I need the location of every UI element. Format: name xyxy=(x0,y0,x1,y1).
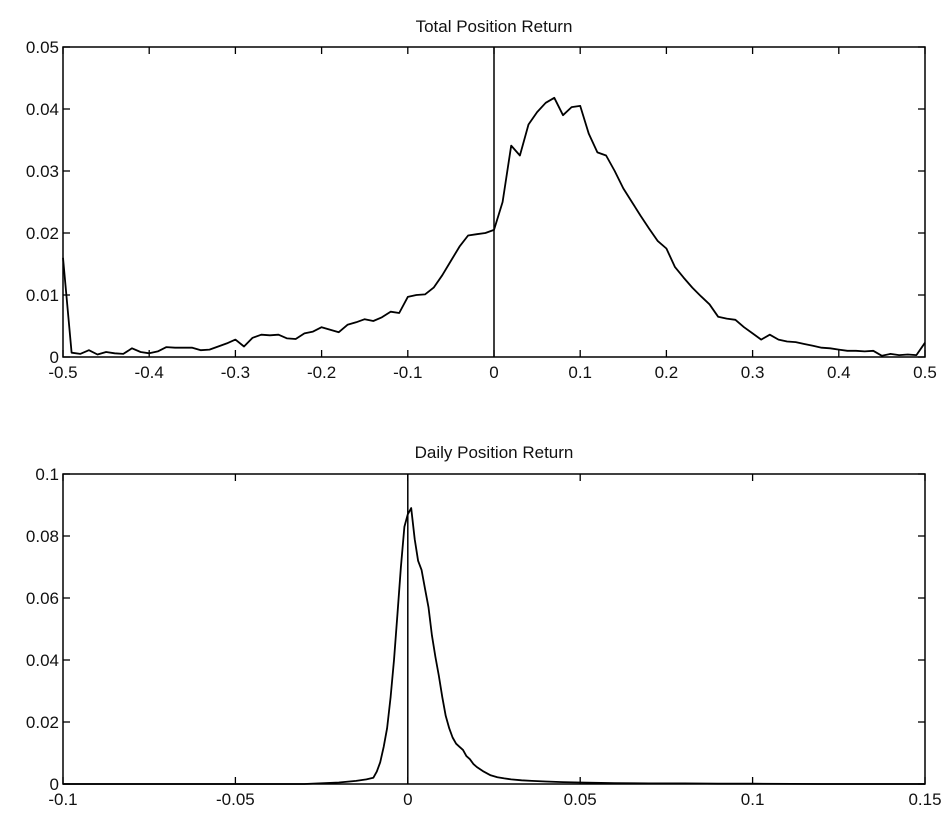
y-tick-label: 0.04 xyxy=(26,100,59,119)
x-tick-label: 0.2 xyxy=(655,363,679,382)
x-tick-label: 0 xyxy=(403,790,412,809)
x-tick-label: 0.3 xyxy=(741,363,765,382)
x-tick-label: -0.2 xyxy=(307,363,336,382)
tick-group xyxy=(62,473,926,785)
x-tick-label: 0 xyxy=(489,363,498,382)
chart-title: Daily Position Return xyxy=(415,443,574,462)
series-line xyxy=(63,507,925,785)
x-tick-label: -0.3 xyxy=(221,363,250,382)
y-tick-label: 0.04 xyxy=(26,651,59,670)
subplot-total-position-return: Total Position Return -0.5 -0.4 -0.3 -0.2 -0… xyxy=(26,17,937,382)
x-tick-label: 0.4 xyxy=(827,363,851,382)
chart-title: Total Position Return xyxy=(416,17,573,36)
x-tick-label: -0.4 xyxy=(135,363,164,382)
tick-label-group: -0.1 -0.05 0 0.05 0.1 0.15 0 0.02 0.04 0.06 0.08 0.… xyxy=(26,465,942,809)
y-tick-label: 0.1 xyxy=(35,465,59,484)
x-tick-label: -0.05 xyxy=(216,790,255,809)
subplot-daily-position-return: Daily Position Return -0.1 -0.05 0 0.05 0.1 0… xyxy=(26,443,942,809)
y-tick-label: 0.02 xyxy=(26,713,59,732)
y-tick-label: 0.01 xyxy=(26,286,59,305)
y-tick-label: 0.08 xyxy=(26,527,59,546)
x-tick-label: 0.1 xyxy=(568,363,592,382)
y-tick-label: 0 xyxy=(50,775,59,794)
x-tick-label: 0.05 xyxy=(564,790,597,809)
tick-label-group: -0.5 -0.4 -0.3 -0.2 -0.1 0 0.1 0.2 0.3 0.4 0.5 0 0.0… xyxy=(26,38,937,382)
x-tick-label: 0.15 xyxy=(908,790,941,809)
y-tick-label: 0.06 xyxy=(26,589,59,608)
y-tick-label: 0 xyxy=(50,348,59,367)
x-tick-label: -0.1 xyxy=(48,790,77,809)
x-tick-label: -0.5 xyxy=(48,363,77,382)
axes-box xyxy=(62,473,926,785)
x-tick-label: -0.1 xyxy=(393,363,422,382)
y-tick-label: 0.02 xyxy=(26,224,59,243)
y-tick-label: 0.03 xyxy=(26,162,59,181)
x-tick-label: 0.1 xyxy=(741,790,765,809)
y-tick-label: 0.05 xyxy=(26,38,59,57)
series-line xyxy=(62,96,926,357)
x-tick-label: 0.5 xyxy=(913,363,937,382)
